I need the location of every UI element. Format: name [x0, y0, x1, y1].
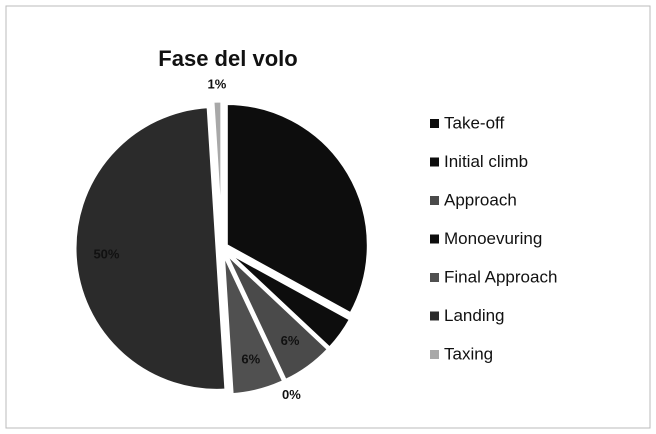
legend-swatch	[430, 350, 439, 359]
legend-swatch	[430, 196, 439, 205]
pie-slice	[221, 252, 286, 397]
legend-label: Monoevuring	[444, 229, 542, 248]
chart-title: Fase del volo	[158, 46, 297, 71]
legend-swatch	[430, 119, 439, 128]
legend-swatch	[430, 234, 439, 244]
data-label: 6%	[241, 352, 260, 367]
pie-slice	[224, 101, 370, 316]
legend-swatch	[430, 273, 439, 282]
legend-label: Initial climb	[444, 152, 528, 171]
legend-label: Final Approach	[444, 267, 557, 286]
data-label: 50%	[93, 247, 119, 262]
data-label: 6%	[281, 333, 300, 348]
pie-slice	[73, 105, 228, 392]
pie-slice	[225, 249, 353, 351]
legend-swatch	[430, 157, 439, 167]
legend-label: Approach	[444, 190, 517, 209]
legend-label: Take-off	[444, 113, 504, 132]
data-label: 1%	[207, 77, 226, 92]
legend-swatch	[430, 311, 439, 321]
legend-label: Taxing	[444, 344, 493, 363]
legend-label: Landing	[444, 306, 505, 325]
data-label: 0%	[282, 387, 301, 402]
pie-slice	[211, 99, 224, 244]
